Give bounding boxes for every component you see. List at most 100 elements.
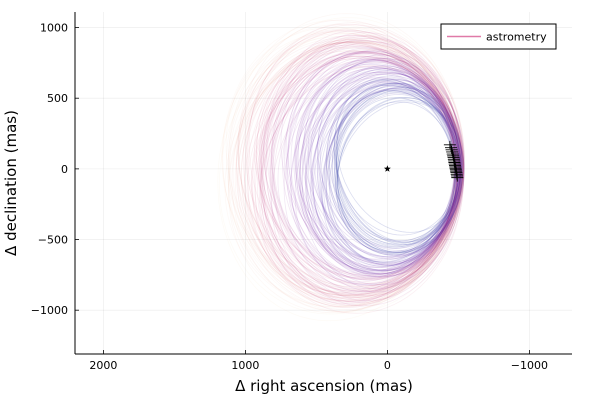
orbit-135 <box>323 79 463 266</box>
orbit-158 <box>326 79 459 249</box>
orbit-144 <box>282 56 459 278</box>
orbit-138 <box>295 63 457 260</box>
orbit-62 <box>307 67 462 254</box>
orbit-90 <box>317 65 464 256</box>
orbit-131 <box>263 49 462 304</box>
orbit-99 <box>316 69 461 266</box>
orbit-1 <box>284 47 458 279</box>
orbit-109 <box>312 87 465 271</box>
orbit-49 <box>290 71 465 286</box>
orbit-110 <box>238 30 464 297</box>
orbit-13 <box>293 57 464 275</box>
orbit-72 <box>245 29 456 290</box>
orbit-118 <box>294 73 460 286</box>
orbit-117 <box>226 36 461 296</box>
astrometry-point-19 <box>451 173 464 182</box>
orbit-104 <box>331 89 462 253</box>
orbit-94 <box>247 55 463 303</box>
orbit-152 <box>334 90 463 254</box>
tick-labels: 2000 1000 0 −1000 1000 500 0 −500 −1000 <box>31 22 548 372</box>
orbit-79 <box>271 39 460 284</box>
orbit-140 <box>314 81 462 258</box>
x-tick-label-0: 2000 <box>89 359 117 372</box>
orbit-91 <box>236 22 464 302</box>
orbit-64 <box>261 61 464 291</box>
orbit-69 <box>273 55 458 279</box>
legend-label-astrometry: astrometry <box>486 31 547 44</box>
orbit-67 <box>259 43 465 293</box>
orbit-159 <box>310 85 459 267</box>
y-tick-label-1: 500 <box>47 92 68 105</box>
orbit-92 <box>262 45 458 283</box>
orbit-145 <box>234 41 464 301</box>
astrometry-point-2 <box>445 145 458 154</box>
orbit-132 <box>272 52 463 302</box>
orbit-74 <box>238 40 457 288</box>
orbit-116 <box>237 28 462 288</box>
astrometry-point-3 <box>446 147 459 156</box>
x-tick-label-1: 1000 <box>231 359 259 372</box>
orbit-5 <box>262 37 462 297</box>
orbit-128 <box>218 33 460 315</box>
orbit-133 <box>306 73 463 269</box>
x-axis-label: Δ right ascension (mas) <box>235 377 413 395</box>
orbit-75 <box>224 50 465 308</box>
orbit-51 <box>228 27 463 299</box>
orbit-23 <box>232 46 457 292</box>
star-marker <box>383 165 391 172</box>
orbit-30 <box>317 69 462 252</box>
orbit-87 <box>336 97 465 254</box>
orbit-146 <box>254 41 465 308</box>
orbit-113 <box>285 52 462 277</box>
orbit-16 <box>247 41 464 314</box>
orbit-123 <box>268 56 459 276</box>
orbit-65 <box>260 52 458 303</box>
orbit-29 <box>237 19 465 298</box>
axes <box>74 12 572 355</box>
orbit-31 <box>299 67 464 269</box>
orbit-76 <box>225 27 464 291</box>
star-marker-group <box>383 165 391 172</box>
orbit-60 <box>235 33 458 297</box>
orbit-3 <box>260 52 462 306</box>
orbit-57 <box>255 44 465 281</box>
orbit-4 <box>228 41 464 314</box>
y-tick-label-4: −1000 <box>31 304 68 317</box>
orbit-89 <box>238 41 463 305</box>
orbit-33 <box>310 58 465 258</box>
grid <box>75 12 572 354</box>
orbit-95 <box>336 82 461 242</box>
orbit-68 <box>260 53 463 281</box>
orbit-107 <box>248 29 460 292</box>
orbit-130 <box>254 50 456 297</box>
orbit-15 <box>317 81 461 263</box>
legend: astrometry <box>440 23 557 50</box>
orbit-112 <box>277 67 465 279</box>
orbit-12 <box>308 72 461 261</box>
orbit-40 <box>242 24 465 295</box>
orbit-70 <box>272 49 462 275</box>
orbit-114 <box>260 34 465 288</box>
orbit-37 <box>286 58 463 286</box>
orbit-129 <box>260 65 463 295</box>
orbit-24 <box>269 53 465 307</box>
orbit-151 <box>265 32 461 290</box>
orbit-55 <box>217 17 460 322</box>
orbit-102 <box>235 41 461 302</box>
orbit-26 <box>321 86 461 272</box>
orbit-44 <box>321 87 462 263</box>
orbit-54 <box>265 36 462 292</box>
orbit-96 <box>237 40 463 311</box>
orbit-150 <box>335 82 461 236</box>
y-tick-label-2: 0 <box>61 163 68 176</box>
astrometry-points <box>443 140 464 182</box>
orbit-27 <box>259 65 460 294</box>
x-tick-label-2: 0 <box>384 359 391 372</box>
y-tick-label-3: −500 <box>38 234 68 247</box>
orbit-53 <box>299 65 460 273</box>
orbit-32 <box>256 41 459 286</box>
orbit-122 <box>231 27 465 312</box>
orbit-22 <box>263 44 457 277</box>
